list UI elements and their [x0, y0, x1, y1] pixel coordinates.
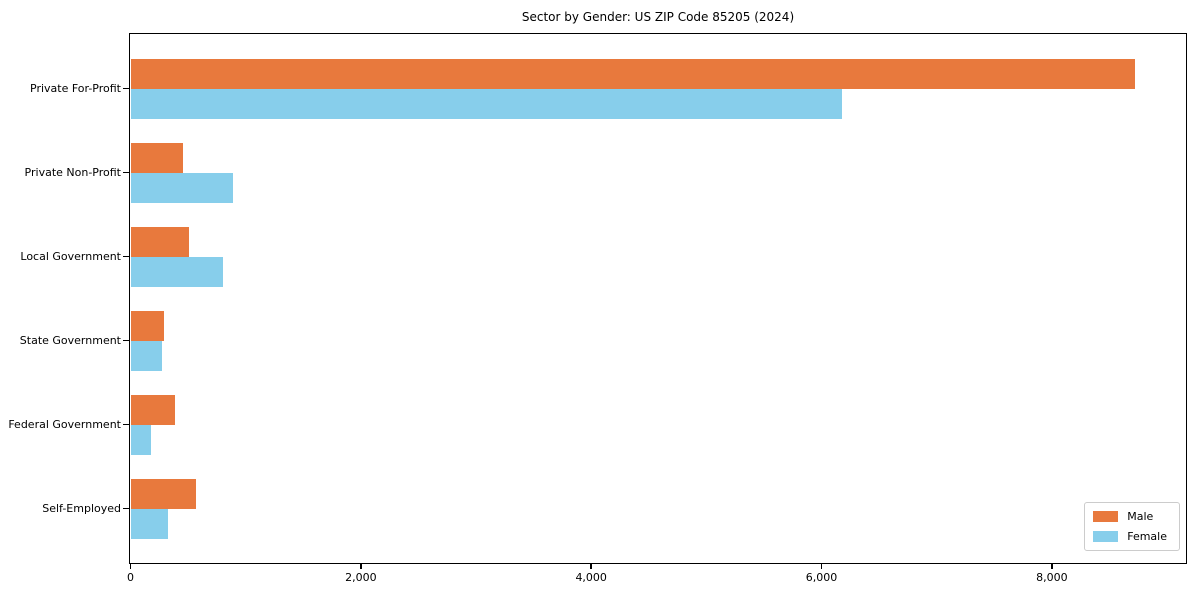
y-axis-category-label: State Government — [19, 333, 121, 347]
y-axis-tick — [123, 255, 129, 258]
y-axis-tick — [123, 507, 129, 510]
female-bar — [130, 256, 223, 287]
male-bar — [130, 226, 189, 257]
male-bar — [130, 478, 196, 509]
legend: Male Female — [1084, 502, 1180, 551]
legend-label: Female — [1127, 530, 1167, 543]
x-axis-tick-label: 6,000 — [805, 571, 838, 584]
chart-title: Sector by Gender: US ZIP Code 85205 (202… — [521, 10, 795, 24]
female-swatch-icon — [1093, 531, 1119, 542]
female-bar — [130, 172, 233, 203]
legend-entry-male: Male — [1093, 510, 1167, 523]
x-axis-tick — [129, 564, 132, 569]
female-bar — [130, 340, 162, 371]
male-swatch-icon — [1093, 511, 1119, 522]
male-bar — [130, 394, 175, 425]
plot-area — [129, 33, 1187, 564]
x-axis-tick-label: 0 — [127, 571, 134, 584]
x-axis-tick-label: 8,000 — [1036, 571, 1068, 584]
y-axis-category-label: Private Non-Profit — [24, 165, 121, 179]
x-axis-tick-label: 2,000 — [345, 571, 377, 584]
y-axis-category-label: Private For-Profit — [30, 81, 121, 95]
male-bar — [130, 142, 183, 173]
x-axis-tick — [820, 564, 823, 569]
y-axis-tick — [123, 339, 129, 342]
x-axis-tick-label: 4,000 — [575, 571, 607, 584]
female-bar — [130, 424, 151, 455]
legend-entry-female: Female — [1093, 530, 1167, 543]
female-bar — [130, 508, 168, 539]
y-axis-tick — [123, 171, 129, 174]
y-axis-tick — [123, 87, 129, 90]
x-axis-tick — [1051, 564, 1053, 569]
x-axis-tick — [590, 564, 592, 569]
y-axis-category-label: Self-Employed — [42, 501, 121, 515]
y-axis-category-label: Local Government — [20, 249, 121, 263]
legend-label: Male — [1127, 510, 1154, 523]
y-axis-category-label: Federal Government — [8, 417, 121, 431]
y-axis-tick — [123, 423, 129, 426]
female-bar — [130, 88, 842, 119]
male-bar — [130, 310, 164, 341]
x-axis-tick — [360, 564, 362, 569]
male-bar — [130, 58, 1135, 89]
